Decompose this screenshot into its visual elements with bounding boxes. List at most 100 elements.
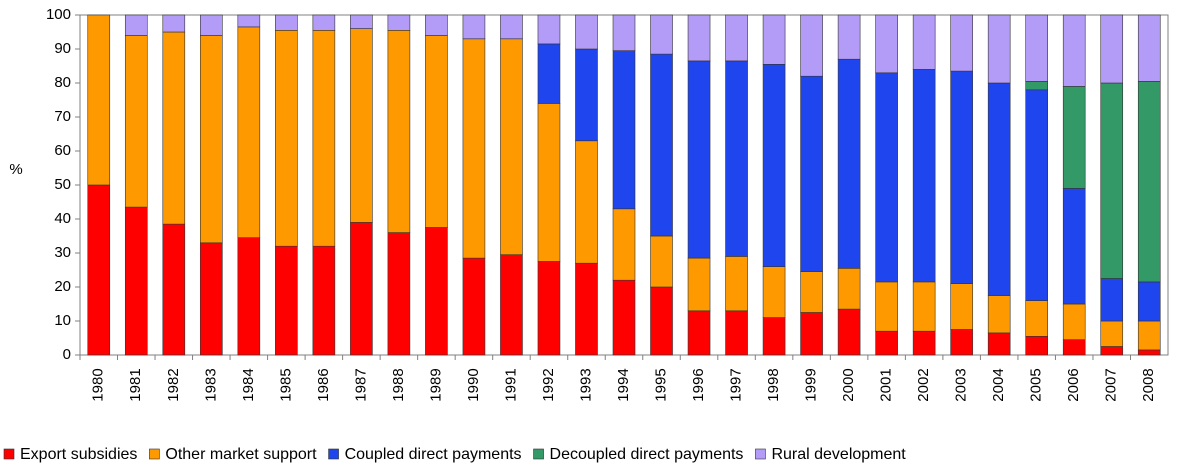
bar-segment: [725, 256, 748, 312]
bar-segment: [762, 14, 786, 65]
bar-segment: [987, 82, 1011, 296]
bar-segment: [1062, 339, 1086, 356]
x-tick-label: 1993: [577, 368, 594, 401]
bar-segment: [650, 53, 673, 237]
x-tick-label: 1984: [240, 368, 257, 401]
bar-segment: [987, 14, 1011, 84]
bar-segment: [500, 38, 523, 255]
y-tick-label: 70: [54, 108, 71, 125]
x-tick-label: 2004: [990, 368, 1007, 401]
bar-segment: [875, 330, 898, 356]
bar-segment: [912, 281, 936, 332]
x-tick-label: 1980: [90, 368, 107, 401]
bar-segment: [725, 14, 748, 62]
bar-segment: [687, 310, 711, 356]
bar-segment: [1137, 281, 1161, 322]
y-tick-label: 0: [63, 346, 71, 363]
bar-segment: [124, 35, 148, 208]
bar-segment: [462, 14, 486, 40]
x-tick-label: 1982: [165, 368, 182, 401]
x-tick-label: 2000: [840, 368, 857, 401]
bar-segment: [912, 69, 936, 283]
bar-segment: [162, 31, 186, 225]
bar-segment: [612, 14, 636, 52]
bar-segment: [1137, 349, 1161, 356]
y-tick-label: 10: [54, 312, 71, 329]
bar-segment: [1025, 14, 1048, 82]
legend-swatch: [3, 448, 15, 460]
y-tick-label: 30: [54, 244, 71, 261]
bar-segment: [537, 14, 561, 45]
bar-segment: [575, 140, 598, 264]
bar-segment: [1100, 320, 1124, 347]
bar-segment: [425, 35, 448, 228]
bar-segment: [237, 26, 261, 239]
x-tick-label: 1987: [352, 368, 369, 401]
bar-segment: [1062, 86, 1086, 189]
x-tick-label: 1995: [652, 368, 669, 401]
bar-segment: [837, 58, 861, 269]
bar-segment: [987, 295, 1011, 334]
bar-segment: [425, 14, 448, 36]
x-tick-label: 1994: [615, 368, 632, 401]
bar-segment: [687, 257, 711, 312]
bar-segment: [800, 75, 823, 272]
bar-segment: [275, 29, 298, 247]
bar-segment: [800, 312, 823, 356]
y-tick-label: 60: [54, 142, 71, 159]
bar-segment: [1025, 300, 1048, 337]
bar-segment: [124, 206, 148, 356]
x-tick-label: 2007: [1103, 368, 1120, 401]
bar-segment: [500, 254, 523, 356]
bar-segment: [725, 60, 748, 257]
bar-segment: [1062, 303, 1086, 341]
x-tick-label: 1998: [765, 368, 782, 401]
bar-segment: [237, 14, 261, 28]
x-tick-label: 1985: [277, 368, 294, 401]
bar-segment: [837, 14, 861, 60]
bar-segment: [200, 35, 223, 244]
x-tick-label: 1989: [427, 368, 444, 401]
x-tick-label: 2006: [1065, 368, 1082, 401]
bar-segment: [312, 29, 336, 247]
bar-segment: [1100, 278, 1124, 322]
bar-segment: [1137, 81, 1161, 283]
bar-segment: [1137, 14, 1161, 82]
bar-segment: [950, 283, 973, 330]
bar-segment: [1062, 14, 1086, 87]
x-tick-label: 1996: [690, 368, 707, 401]
bar-segment: [425, 227, 448, 356]
y-tick-label: 90: [54, 40, 71, 57]
bar-segment: [462, 38, 486, 259]
bar-segment: [725, 310, 748, 356]
bar-segment: [800, 14, 823, 77]
bar-segment: [1100, 14, 1124, 84]
bar-segment: [237, 237, 261, 356]
legend-swatch: [149, 448, 160, 460]
bar-segment: [312, 245, 336, 356]
bar-segment: [837, 267, 861, 310]
bar-segment: [987, 332, 1011, 356]
bar-segment: [200, 242, 223, 356]
bar-segment: [575, 48, 598, 142]
bar-segment: [537, 43, 561, 104]
x-tick-label: 2008: [1140, 368, 1157, 401]
x-tick-label: 1999: [803, 368, 820, 401]
bar-segment: [687, 14, 711, 62]
bar-segment: [162, 223, 186, 356]
x-tick-label: 1990: [465, 368, 482, 401]
bar-segment: [950, 14, 973, 72]
bar-segment: [387, 14, 411, 31]
bar-segment: [275, 14, 298, 31]
y-tick-label: 100: [46, 6, 71, 23]
bar-segment: [387, 29, 411, 233]
y-tick-label: 40: [54, 210, 71, 227]
bar-segment: [350, 28, 373, 223]
y-tick-label: 20: [54, 278, 71, 295]
bar-segment: [612, 279, 636, 356]
x-tick-label: 1991: [502, 368, 519, 401]
bar-segment: [537, 103, 561, 262]
bar-segment: [1025, 89, 1048, 301]
bar-segment: [650, 14, 673, 55]
